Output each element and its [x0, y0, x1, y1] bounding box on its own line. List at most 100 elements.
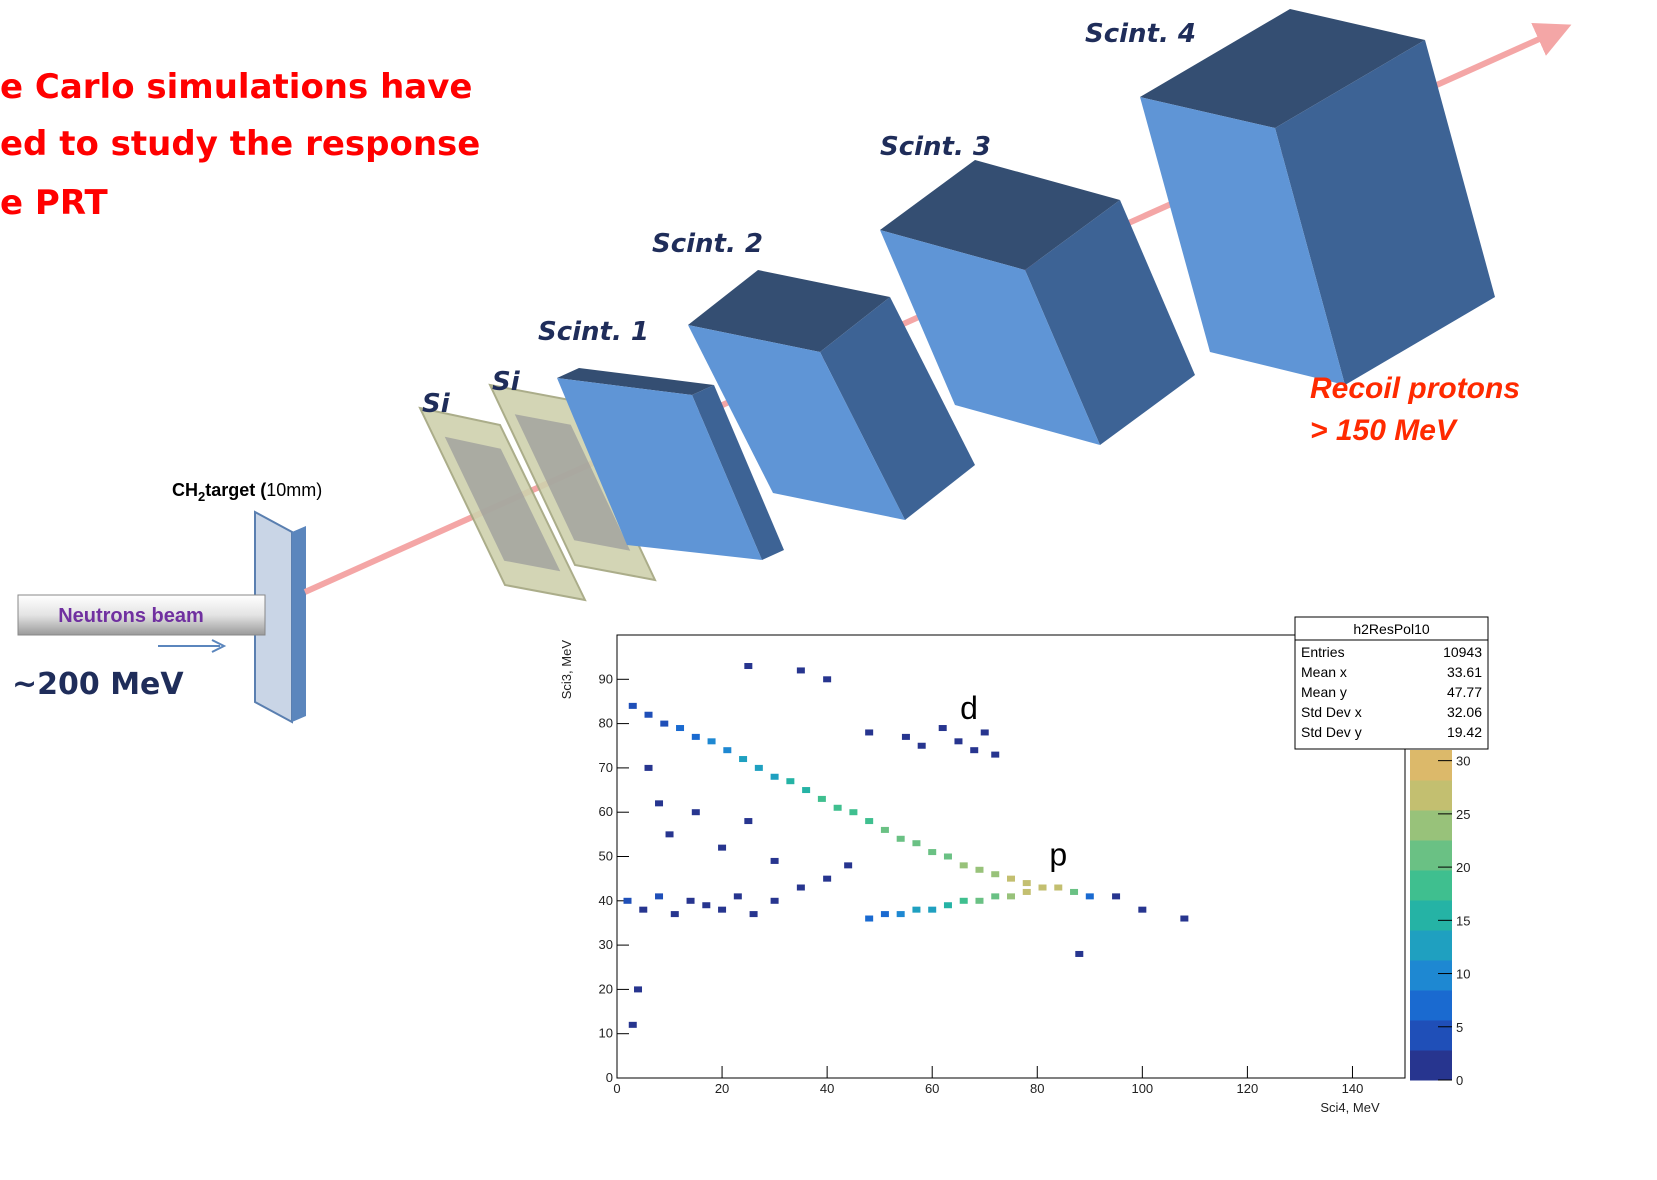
stats-key: Mean x: [1301, 664, 1347, 680]
target-side: [292, 526, 306, 722]
bin: [723, 747, 731, 753]
bin: [960, 898, 968, 904]
bin: [991, 893, 999, 899]
target-label-part: CH: [172, 480, 198, 500]
bin: [1070, 889, 1078, 895]
bin: [865, 818, 873, 824]
bin: [823, 876, 831, 882]
bin: [1007, 893, 1015, 899]
annotation: d: [960, 690, 978, 726]
bin: [844, 862, 852, 868]
y-tick-label: 80: [599, 716, 613, 731]
y-tick-label: 60: [599, 804, 613, 819]
target-label-part: 10mm: [266, 480, 316, 500]
bin: [739, 756, 747, 762]
x-tick-label: 60: [925, 1081, 939, 1096]
colorbar-tick-label: 20: [1456, 860, 1470, 875]
bin: [624, 898, 632, 904]
bin: [771, 774, 779, 780]
bin: [865, 729, 873, 735]
bin: [991, 871, 999, 877]
colorbar-band: [1410, 900, 1452, 931]
x-tick-label: 20: [715, 1081, 729, 1096]
colorbar-tick-label: 10: [1456, 967, 1470, 982]
bin: [1023, 880, 1031, 886]
bin: [981, 729, 989, 735]
page: {"header": {"title_lines": ["e Carlo sim…: [0, 0, 1657, 1180]
stats-key: Std Dev y: [1301, 724, 1362, 740]
y-tick-label: 10: [599, 1026, 613, 1041]
y-tick-label: 50: [599, 849, 613, 864]
bin: [702, 902, 710, 908]
bin: [954, 738, 962, 744]
target-label-part: 2: [198, 489, 205, 504]
bin: [881, 827, 889, 833]
bin: [897, 836, 905, 842]
bin: [671, 911, 679, 917]
bin: [771, 858, 779, 864]
title-line: e Carlo simulations have: [0, 67, 472, 107]
bin: [786, 778, 794, 784]
bin: [939, 725, 947, 731]
x-tick-label: 0: [613, 1081, 620, 1096]
bin: [797, 667, 805, 673]
colorbar-band: [1410, 840, 1452, 871]
bin: [692, 809, 700, 815]
bin: [823, 676, 831, 682]
beam-energy: ~200 MeV: [12, 667, 184, 702]
bin: [1112, 893, 1120, 899]
y-tick-label: 70: [599, 760, 613, 775]
y-tick-label: 90: [599, 671, 613, 686]
scint-label: Scint. 3: [880, 132, 991, 162]
stats-key: Mean y: [1301, 684, 1347, 700]
stats-value: 19.42: [1447, 724, 1482, 740]
bin: [1039, 885, 1047, 891]
annotation: p: [1049, 836, 1067, 872]
bin: [928, 849, 936, 855]
scint-label: Scint. 4: [1085, 19, 1196, 49]
bin: [902, 734, 910, 740]
bin: [755, 765, 763, 771]
colorbar-band: [1410, 870, 1452, 901]
stats-value: 47.77: [1447, 684, 1482, 700]
bin: [970, 747, 978, 753]
y-axis-label: Sci3, MeV: [559, 640, 574, 700]
colorbar-band: [1410, 930, 1452, 961]
stats-value: 10943: [1443, 644, 1482, 660]
bin: [744, 818, 752, 824]
bin: [1075, 951, 1083, 957]
bin: [634, 986, 642, 992]
x-axis-label: Sci4, MeV: [1320, 1100, 1380, 1115]
bin: [1054, 885, 1062, 891]
y-tick-label: 40: [599, 893, 613, 908]
bin: [645, 712, 653, 718]
bin: [944, 902, 952, 908]
bin: [655, 893, 663, 899]
colorbar-tick-label: 25: [1456, 807, 1470, 822]
beam-label: Neutrons beam: [58, 605, 204, 627]
bin: [975, 898, 983, 904]
bin: [1007, 876, 1015, 882]
y-tick-label: 20: [599, 981, 613, 996]
bin: [666, 831, 674, 837]
bin: [928, 907, 936, 913]
y-tick-label: 30: [599, 937, 613, 952]
colorbar-band: [1410, 960, 1452, 991]
bin: [865, 916, 873, 922]
y-tick-label: 0: [606, 1070, 613, 1085]
stats-value: 33.61: [1447, 664, 1482, 680]
si-label: Si: [492, 367, 521, 397]
si-label: Si: [422, 389, 451, 419]
bin: [960, 862, 968, 868]
bin: [912, 907, 920, 913]
target-label-part: ): [316, 480, 322, 500]
recoil-label: > 150 MeV: [1310, 414, 1459, 447]
colorbar-band: [1410, 1020, 1452, 1051]
bin: [881, 911, 889, 917]
bin: [849, 809, 857, 815]
colorbar-tick-label: 30: [1456, 754, 1470, 769]
bin: [975, 867, 983, 873]
bin: [991, 752, 999, 758]
